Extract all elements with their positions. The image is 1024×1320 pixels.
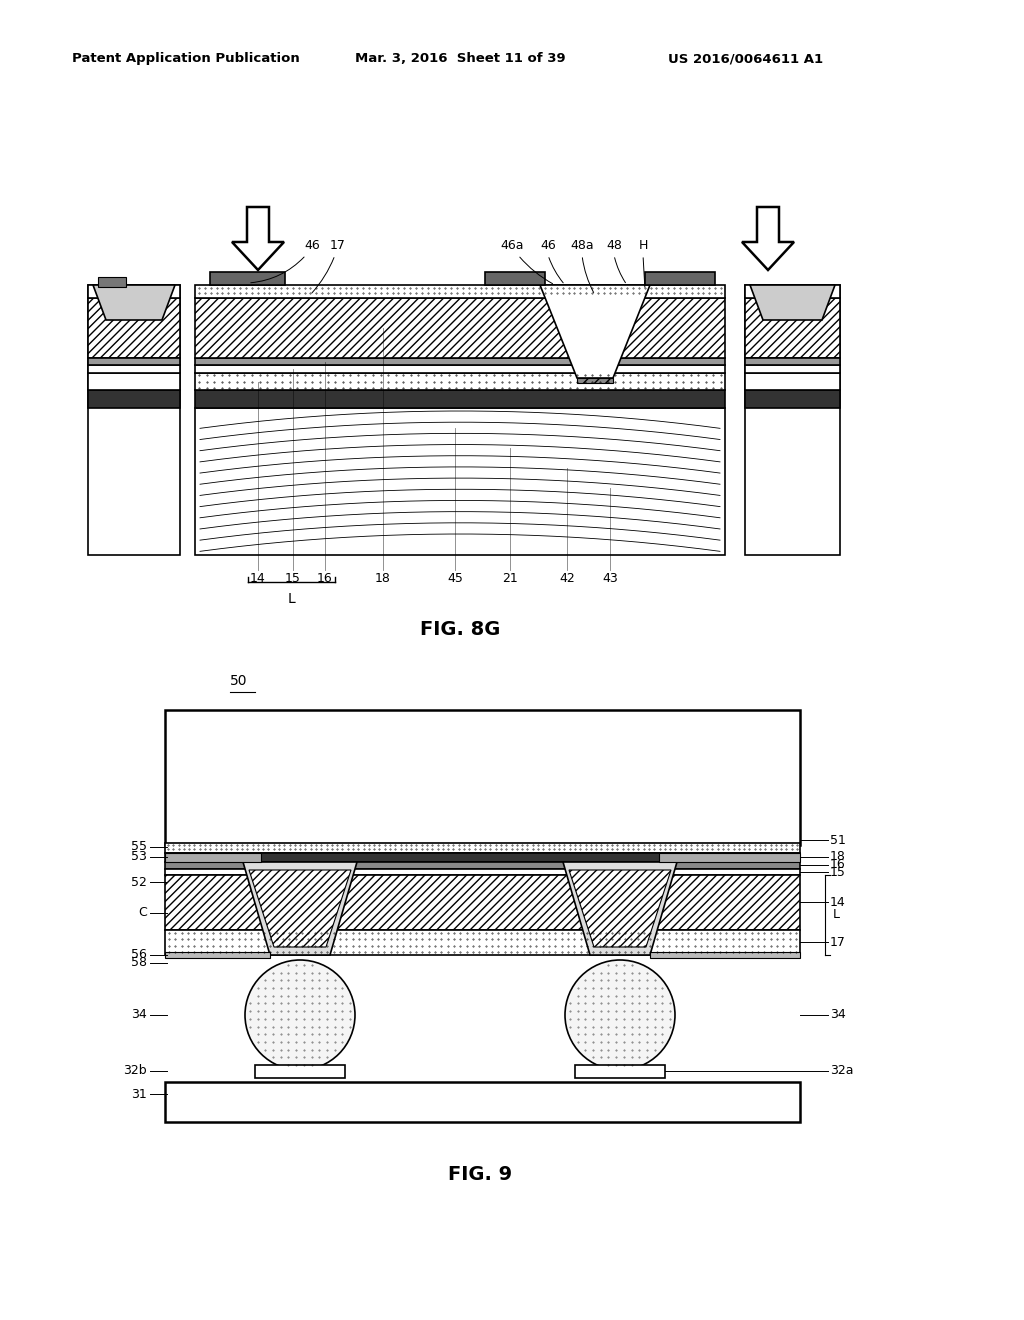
Bar — [195, 298, 725, 358]
Text: 48a: 48a — [570, 239, 594, 252]
Bar — [485, 272, 545, 285]
Bar — [255, 1065, 345, 1078]
Text: 43: 43 — [602, 572, 617, 585]
Bar — [88, 298, 180, 358]
Text: 16: 16 — [317, 572, 333, 585]
Text: 15: 15 — [830, 866, 846, 879]
Text: 17: 17 — [330, 239, 346, 252]
Text: US 2016/0064611 A1: US 2016/0064611 A1 — [668, 51, 823, 65]
Text: 55: 55 — [131, 841, 147, 854]
Text: L: L — [833, 908, 840, 921]
Polygon shape — [93, 285, 175, 319]
Text: 42: 42 — [559, 572, 574, 585]
Bar — [745, 358, 840, 366]
Polygon shape — [569, 870, 671, 946]
Text: 34: 34 — [830, 1008, 846, 1022]
Text: 15: 15 — [285, 572, 301, 585]
Bar — [165, 952, 270, 958]
Bar — [165, 710, 800, 845]
Text: 32b: 32b — [123, 1064, 147, 1077]
Polygon shape — [742, 207, 794, 271]
Circle shape — [565, 960, 675, 1071]
Bar — [745, 298, 840, 358]
Bar — [88, 389, 180, 408]
Bar — [165, 931, 800, 954]
Text: C: C — [138, 907, 147, 920]
Polygon shape — [563, 862, 677, 954]
Bar — [88, 374, 180, 389]
Text: 17: 17 — [830, 936, 846, 949]
Bar — [88, 366, 180, 374]
Text: Patent Application Publication: Patent Application Publication — [72, 51, 300, 65]
Text: 31: 31 — [131, 1088, 147, 1101]
Bar — [165, 853, 261, 862]
Text: 46a: 46a — [501, 239, 523, 252]
Bar — [577, 378, 613, 383]
Bar — [165, 843, 800, 853]
Text: 16: 16 — [830, 858, 846, 871]
Text: FIG. 9: FIG. 9 — [447, 1166, 512, 1184]
Bar — [165, 875, 800, 931]
Text: 58: 58 — [131, 957, 147, 969]
Text: 45: 45 — [447, 572, 463, 585]
Bar — [165, 853, 800, 862]
Text: 14: 14 — [250, 572, 266, 585]
Bar — [88, 358, 180, 366]
Text: 32a: 32a — [830, 1064, 853, 1077]
Text: 14: 14 — [830, 895, 846, 908]
Polygon shape — [540, 285, 650, 378]
Bar — [659, 853, 800, 862]
Bar — [195, 285, 725, 298]
Bar — [745, 285, 840, 298]
Text: 53: 53 — [131, 850, 147, 863]
Bar — [195, 408, 725, 554]
Text: 52: 52 — [131, 875, 147, 888]
Text: Mar. 3, 2016  Sheet 11 of 39: Mar. 3, 2016 Sheet 11 of 39 — [355, 51, 565, 65]
Bar — [88, 285, 180, 554]
Bar — [165, 869, 800, 875]
Polygon shape — [243, 862, 357, 954]
Text: 48: 48 — [606, 239, 622, 252]
Polygon shape — [750, 285, 835, 319]
Bar — [745, 389, 840, 408]
Text: H: H — [638, 239, 648, 252]
Bar — [745, 374, 840, 389]
Text: 51: 51 — [830, 833, 846, 846]
Bar — [98, 277, 126, 286]
Text: 50: 50 — [230, 675, 248, 688]
Bar — [165, 862, 800, 869]
Bar — [88, 285, 180, 298]
Bar — [195, 366, 725, 374]
Text: L: L — [288, 591, 295, 606]
Bar — [195, 374, 725, 389]
Bar — [575, 1065, 665, 1078]
Text: 46: 46 — [540, 239, 556, 252]
Polygon shape — [232, 207, 284, 271]
Bar — [195, 358, 725, 366]
Bar — [645, 272, 715, 285]
Bar — [210, 272, 285, 285]
Text: 34: 34 — [131, 1008, 147, 1022]
Bar — [745, 366, 840, 374]
Text: 18: 18 — [830, 850, 846, 863]
Text: 18: 18 — [375, 572, 391, 585]
Bar — [195, 389, 725, 408]
Text: 21: 21 — [502, 572, 518, 585]
Bar — [745, 285, 840, 554]
Text: 56: 56 — [131, 949, 147, 961]
Bar — [165, 1082, 800, 1122]
Circle shape — [245, 960, 355, 1071]
Polygon shape — [249, 870, 351, 946]
Text: 46: 46 — [304, 239, 319, 252]
Bar — [650, 952, 800, 958]
Text: FIG. 8G: FIG. 8G — [420, 620, 500, 639]
